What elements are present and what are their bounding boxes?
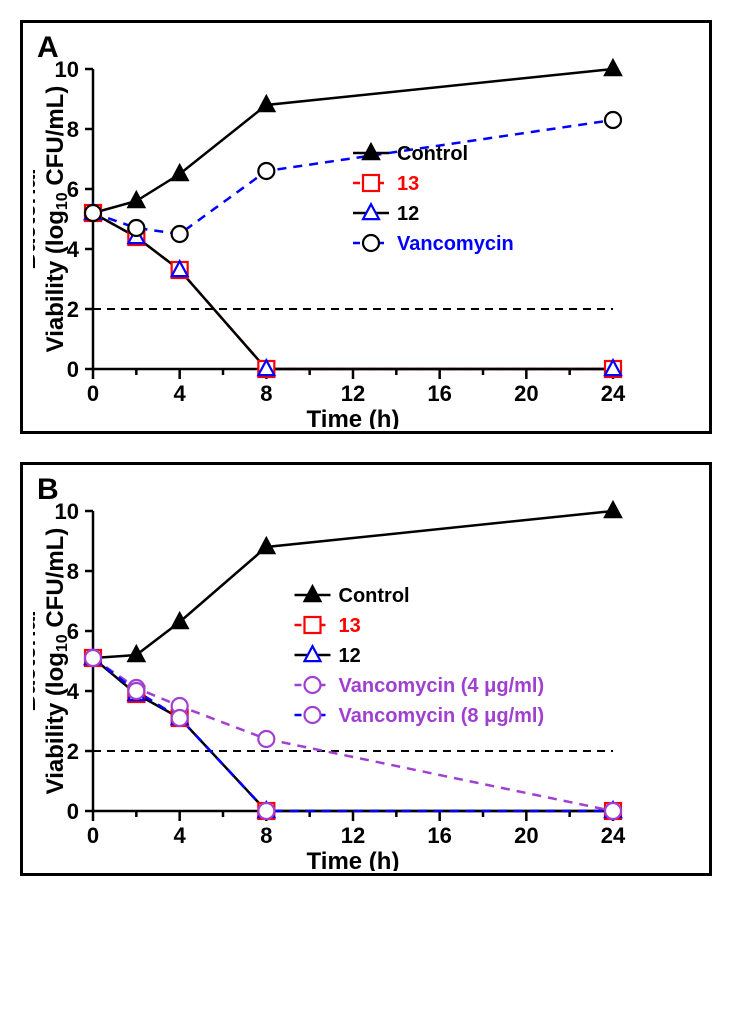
svg-text:24: 24 bbox=[601, 381, 626, 406]
svg-text:Bacterial: Bacterial bbox=[33, 168, 41, 269]
panel-a-label: A bbox=[37, 31, 59, 65]
svg-text:0: 0 bbox=[67, 357, 79, 382]
svg-text:Vancomycin (4 μg/ml): Vancomycin (4 μg/ml) bbox=[339, 675, 545, 697]
svg-text:12: 12 bbox=[341, 381, 365, 406]
svg-text:Time (h): Time (h) bbox=[307, 406, 400, 429]
svg-text:12: 12 bbox=[339, 645, 361, 667]
svg-text:8: 8 bbox=[260, 381, 272, 406]
svg-text:Bacterial: Bacterial bbox=[33, 610, 41, 711]
svg-text:Time (h): Time (h) bbox=[307, 848, 400, 871]
svg-text:Vancomycin: Vancomycin bbox=[397, 233, 514, 255]
chart-svg: 024681004812162024Control1312Vancomycin … bbox=[33, 481, 683, 871]
panel-a: A 024681004812162024Control1312Vancomyci… bbox=[20, 20, 712, 434]
svg-text:8: 8 bbox=[260, 823, 272, 848]
svg-text:4: 4 bbox=[174, 381, 187, 406]
panel-b: B 024681004812162024Control1312Vancomyci… bbox=[20, 462, 712, 876]
svg-text:16: 16 bbox=[427, 823, 451, 848]
svg-text:12: 12 bbox=[341, 823, 365, 848]
svg-text:Control: Control bbox=[339, 585, 410, 607]
svg-text:Viability (log10 CFU/mL): Viability (log10 CFU/mL) bbox=[42, 528, 71, 795]
svg-text:Viability (log10 CFU/mL): Viability (log10 CFU/mL) bbox=[42, 86, 71, 353]
svg-text:4: 4 bbox=[174, 823, 187, 848]
svg-text:16: 16 bbox=[427, 381, 451, 406]
svg-text:20: 20 bbox=[514, 381, 538, 406]
svg-text:20: 20 bbox=[514, 823, 538, 848]
svg-text:Vancomycin (8 μg/ml): Vancomycin (8 μg/ml) bbox=[339, 705, 545, 727]
panel-b-label: B bbox=[37, 473, 59, 507]
chart-svg: 024681004812162024Control1312VancomycinT… bbox=[33, 39, 683, 429]
svg-text:0: 0 bbox=[87, 381, 99, 406]
figure-container: A 024681004812162024Control1312Vancomyci… bbox=[20, 20, 712, 876]
svg-text:13: 13 bbox=[397, 173, 419, 195]
svg-text:13: 13 bbox=[339, 615, 361, 637]
svg-text:Control: Control bbox=[397, 143, 468, 165]
svg-text:0: 0 bbox=[87, 823, 99, 848]
svg-text:24: 24 bbox=[601, 823, 626, 848]
svg-text:0: 0 bbox=[67, 799, 79, 824]
svg-text:12: 12 bbox=[397, 203, 419, 225]
